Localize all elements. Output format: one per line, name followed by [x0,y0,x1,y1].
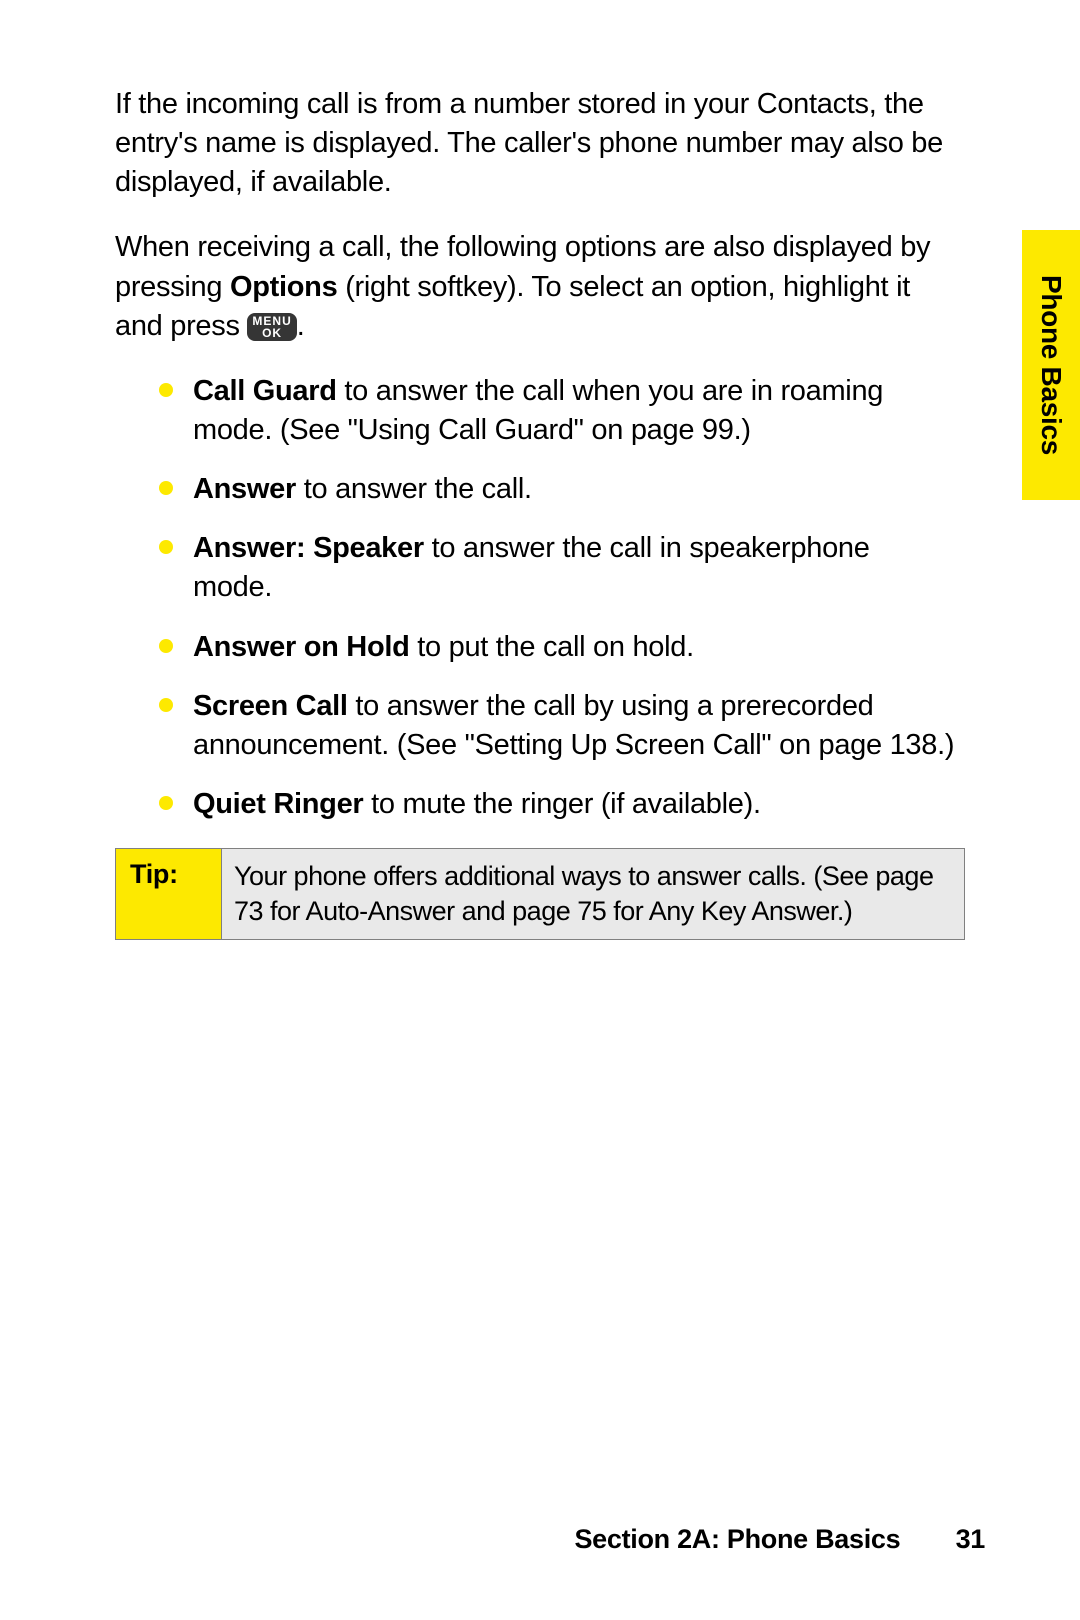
option-name: Answer [193,473,296,505]
option-name: Call Guard [193,375,337,407]
option-desc: to mute the ringer (if available). [363,788,760,820]
content-area: If the incoming call is from a number st… [115,85,955,940]
page-footer: Section 2A: Phone Basics 31 [574,1524,985,1555]
option-name: Screen Call [193,690,348,722]
intro-paragraph-1: If the incoming call is from a number st… [115,85,955,202]
list-item: Answer: Speaker to answer the call in sp… [159,529,955,607]
options-list: Call Guard to answer the call when you a… [159,372,955,824]
tip-body: Your phone offers additional ways to ans… [222,849,964,939]
option-desc: to answer the call. [296,473,532,505]
list-item: Answer on Hold to put the call on hold. [159,628,955,667]
list-item: Quiet Ringer to mute the ringer (if avai… [159,785,955,824]
page: Phone Basics If the incoming call is fro… [0,0,1080,1620]
footer-section-label: Section 2A: Phone Basics [574,1524,900,1554]
list-item: Answer to answer the call. [159,470,955,509]
menu-ok-key-icon: MENUOK [247,313,296,341]
option-name: Answer on Hold [193,631,410,663]
p2-part-c: . [297,310,305,342]
list-item: Call Guard to answer the call when you a… [159,372,955,450]
intro-paragraph-2: When receiving a call, the following opt… [115,228,955,345]
option-name: Quiet Ringer [193,788,363,820]
p2-options-word: Options [230,271,337,303]
option-desc: to put the call on hold. [410,631,694,663]
side-tab-label: Phone Basics [1035,275,1067,455]
side-tab: Phone Basics [1022,230,1080,500]
tip-box: Tip: Your phone offers additional ways t… [115,848,965,940]
list-item: Screen Call to answer the call by using … [159,687,955,765]
tip-label: Tip: [116,849,222,939]
option-name: Answer: Speaker [193,532,424,564]
page-number: 31 [956,1524,985,1554]
